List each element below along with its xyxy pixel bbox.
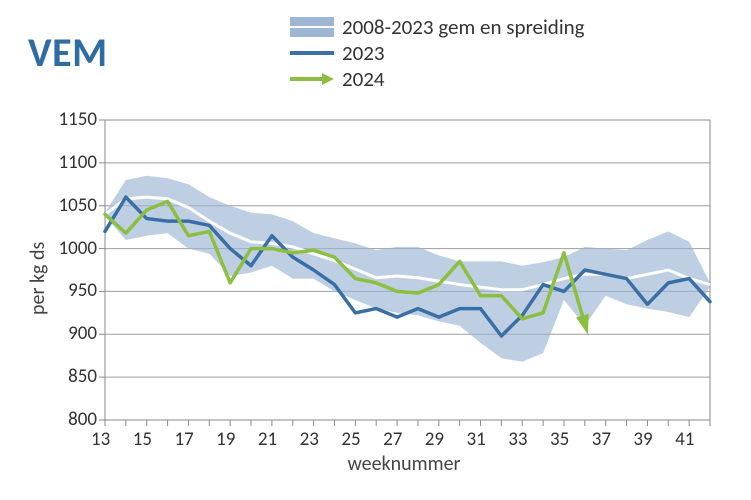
chart-title: VEM (28, 28, 108, 77)
x-tick-label: 13 (91, 428, 110, 451)
x-tick-label: 37 (592, 428, 611, 451)
line-swatch-icon (290, 51, 334, 55)
x-tick-label: 35 (550, 428, 569, 451)
x-tick-label: 15 (133, 428, 152, 451)
y-tick-label: 1150 (47, 108, 97, 131)
legend-label: 2024 (342, 66, 385, 92)
x-tick-label: 23 (300, 428, 319, 451)
legend-item-2024: 2024 (290, 66, 585, 92)
legend-item-2023: 2023 (290, 40, 585, 66)
x-axis-label: weeknummer (348, 452, 461, 476)
legend-item-band: 2008-2023 gem en spreiding (290, 14, 585, 40)
x-tick-label: 39 (633, 428, 652, 451)
y-tick-label: 800 (47, 408, 97, 431)
y-tick-label: 950 (47, 279, 97, 302)
x-tick-label: 41 (675, 428, 694, 451)
y-tick-label: 1050 (47, 194, 97, 217)
band-swatch-icon (290, 17, 334, 37)
x-tick-label: 21 (258, 428, 277, 451)
x-tick-label: 31 (467, 428, 486, 451)
x-tick-label: 19 (216, 428, 235, 451)
legend-label: 2023 (342, 40, 385, 66)
y-tick-label: 1000 (47, 237, 97, 260)
x-tick-label: 25 (341, 428, 360, 451)
y-tick-label: 850 (47, 365, 97, 388)
x-tick-label: 27 (383, 428, 402, 451)
y-axis-label: per kg ds (26, 242, 50, 315)
x-tick-label: 33 (508, 428, 527, 451)
x-tick-label: 17 (174, 428, 193, 451)
y-tick-label: 900 (47, 322, 97, 345)
arrow-swatch-icon (290, 72, 334, 86)
y-tick-label: 1100 (47, 151, 97, 174)
legend: 2008-2023 gem en spreiding 2023 2024 (290, 14, 585, 92)
x-tick-label: 29 (425, 428, 444, 451)
legend-label: 2008-2023 gem en spreiding (342, 14, 585, 40)
